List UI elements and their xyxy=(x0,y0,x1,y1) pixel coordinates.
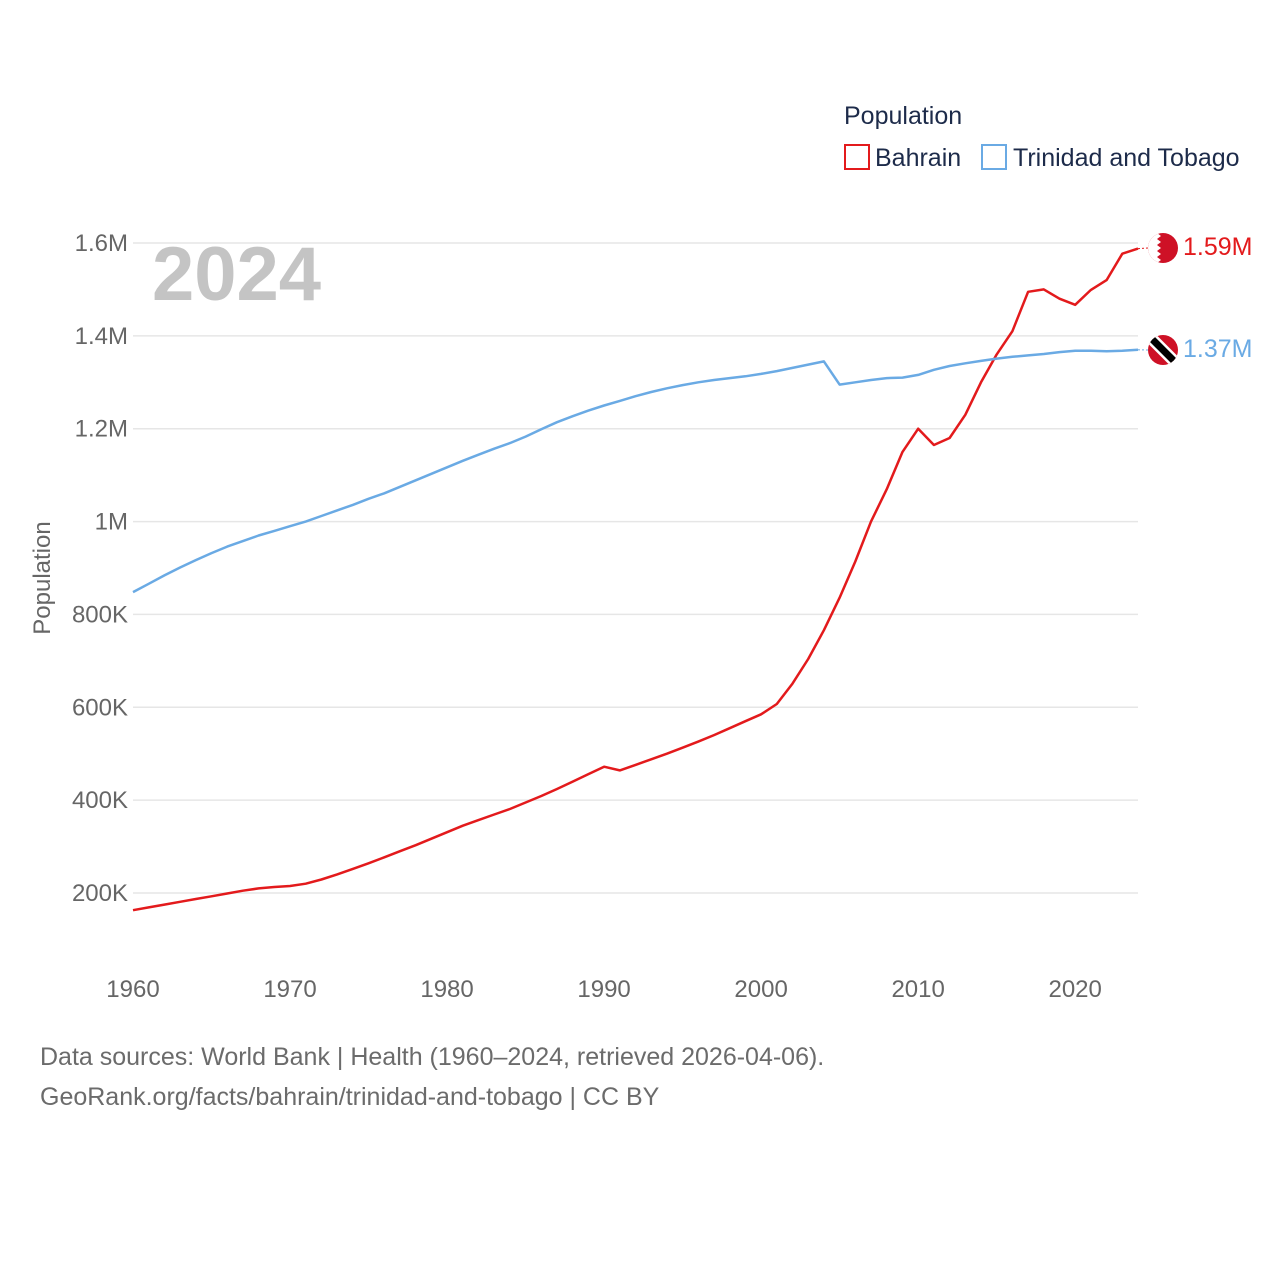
footer-data-sources: Data sources: World Bank | Health (1960–… xyxy=(40,1043,825,1071)
series-lines xyxy=(132,247,1149,912)
bahrain-end-value-label: 1.59M xyxy=(1183,233,1252,261)
x-tick-label: 2020 xyxy=(1048,976,1101,1003)
footer-attribution: GeoRank.org/facts/bahrain/trinidad-and-t… xyxy=(40,1083,660,1111)
population-line-chart: Population Bahrain Trinidad and Tobago 2… xyxy=(29,102,1252,1003)
y-tick-label: 1.2M xyxy=(75,416,128,443)
legend-label-trinidad-and-tobago: Trinidad and Tobago xyxy=(1013,144,1240,172)
legend-title: Population xyxy=(844,102,962,130)
x-tick-label: 2000 xyxy=(734,976,787,1003)
y-tick-label: 1M xyxy=(95,509,128,536)
legend-label-bahrain: Bahrain xyxy=(875,144,961,172)
x-axis-ticks: 1960 1970 1980 1990 2000 2010 2020 xyxy=(106,976,1102,1003)
trinidad-and-tobago-end-value-label: 1.37M xyxy=(1183,335,1252,363)
y-tick-label: 1.6M xyxy=(75,230,128,257)
legend-swatch-bahrain xyxy=(844,144,870,170)
y-tick-label: 400K xyxy=(72,787,128,814)
series-line-bahrain[interactable] xyxy=(132,247,1139,912)
x-tick-label: 1960 xyxy=(106,976,159,1003)
bahrain-flag-icon xyxy=(1148,233,1178,263)
y-tick-label: 800K xyxy=(72,601,128,628)
legend-item-bahrain[interactable]: Bahrain xyxy=(844,144,961,172)
legend-item-trinidad-and-tobago[interactable]: Trinidad and Tobago xyxy=(981,144,1240,172)
x-tick-label: 1970 xyxy=(263,976,316,1003)
trinidad-and-tobago-flag-icon xyxy=(1148,335,1178,365)
y-axis-title: Population xyxy=(29,521,56,634)
series-line-trinidad-and-tobago[interactable] xyxy=(132,348,1139,594)
x-tick-label: 1980 xyxy=(420,976,473,1003)
x-tick-label: 2010 xyxy=(891,976,944,1003)
y-tick-label: 600K xyxy=(72,694,128,721)
end-connector xyxy=(1137,247,1149,250)
y-tick-label: 1.4M xyxy=(75,323,128,350)
y-tick-label: 200K xyxy=(72,880,128,907)
year-watermark: 2024 xyxy=(152,232,321,317)
y-axis-ticks: 200K 400K 600K 800K 1M 1.2M 1.4M 1.6M xyxy=(72,230,128,907)
legend-swatch-trinidad-and-tobago xyxy=(981,144,1007,170)
gridlines xyxy=(133,242,1138,894)
x-tick-label: 1990 xyxy=(577,976,630,1003)
